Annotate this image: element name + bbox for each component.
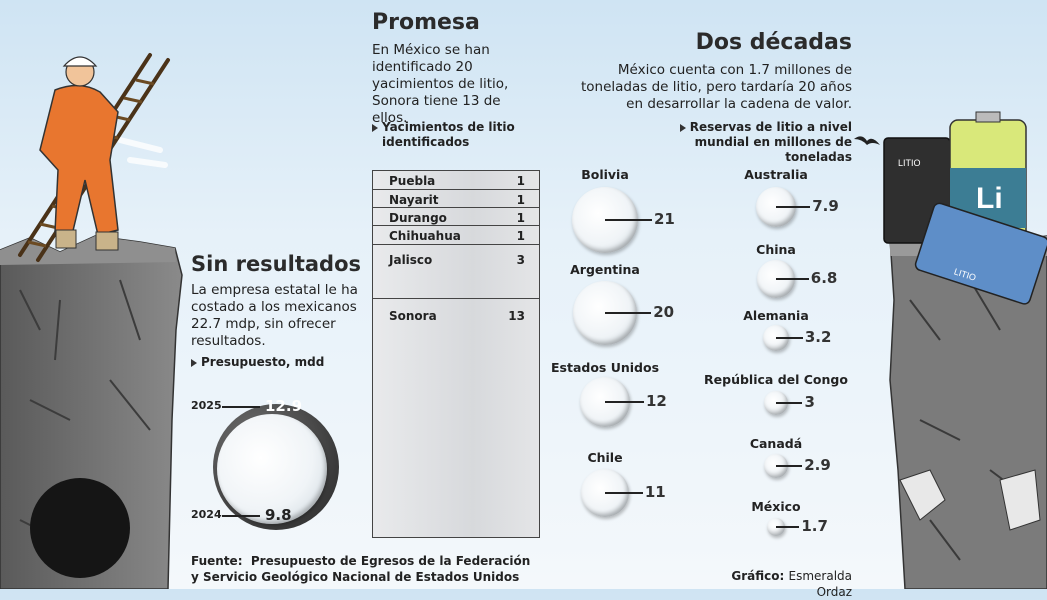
credit-note: Gráfico: Esmeralda Ordaz (700, 568, 852, 600)
budget-leader-line (222, 406, 260, 408)
sin-legend-text: Presupuesto, mdd (201, 355, 325, 369)
hole-icon (30, 478, 130, 578)
reserve-value: 2.9 (804, 456, 831, 474)
value-leader-line (605, 401, 644, 403)
table-row: Chihuahua 1 (373, 226, 539, 245)
value-leader-line (776, 206, 811, 208)
country-label: Argentina (570, 262, 640, 277)
reserve-value: 12 (645, 392, 667, 410)
decadas-title: Dos décadas (695, 30, 852, 55)
promesa-legend-text: Yacimientos de litio identificados (382, 120, 515, 149)
table-row-name: Sonora (389, 309, 437, 323)
bird-icon (854, 136, 880, 145)
table-row: Jalisco 3 (373, 245, 539, 299)
table-row: Nayarit 1 (373, 190, 539, 208)
source-note: Fuente: Presupuesto de Egresos de la Fed… (191, 553, 530, 585)
country-label: México (751, 499, 801, 514)
table-row: Durango 1 (373, 208, 539, 226)
sin-title: Sin resultados (191, 252, 361, 276)
credit-label: Gráfico: (731, 569, 785, 583)
budget-2024-bubble (217, 414, 327, 524)
reserve-value: 20 (653, 303, 675, 321)
sin-text: La empresa estatal le ha costado a los m… (191, 282, 358, 349)
table-row-value: 3 (516, 253, 525, 267)
table-row: Sonora 13 (373, 299, 539, 537)
value-leader-line (776, 278, 809, 280)
value-leader-line (605, 492, 643, 494)
budget-year-label: 2024 (191, 508, 222, 521)
yacimientos-table: Puebla 1 Nayarit 1 Durango 1 Chihuahua 1… (372, 170, 540, 538)
country-label: República del Congo (704, 372, 848, 387)
table-row-value: 13 (508, 309, 525, 323)
table-row-name: Durango (389, 211, 447, 225)
lithium-battery-illustration: LITIO Li LITIO (883, 111, 1047, 305)
bullet-icon (191, 358, 197, 367)
battery-label-2: Li (976, 182, 1003, 215)
country-label: China (756, 242, 796, 257)
value-leader-line (605, 219, 652, 221)
budget-value: 12.9 (265, 397, 303, 415)
bullet-icon (372, 123, 378, 132)
reserve-value: 1.7 (801, 517, 828, 535)
table-row-name: Puebla (389, 174, 436, 188)
value-leader-line (605, 312, 652, 314)
budget-value: 9.8 (265, 506, 292, 524)
reserve-value: 3 (804, 393, 815, 411)
country-label: Estados Unidos (550, 360, 660, 375)
bullet-icon (679, 123, 686, 132)
reserve-value: 6.8 (810, 269, 838, 287)
promesa-title: Promesa (372, 10, 480, 35)
value-leader-line (776, 337, 803, 339)
country-label: Bolivia (581, 167, 629, 182)
value-leader-line (776, 402, 803, 404)
budget-year-label: 2025 (191, 399, 222, 412)
value-leader-line (776, 526, 800, 528)
table-row-value: 1 (516, 229, 525, 243)
source-line1: Presupuesto de Egresos de la Federación (250, 554, 531, 568)
credit-name: Esmeralda Ordaz (788, 569, 853, 599)
table-row-value: 1 (516, 211, 525, 225)
decadas-text: México cuenta con 1.7 millones de tonela… (580, 62, 852, 112)
reserve-value: 11 (644, 483, 666, 501)
reserve-value: 21 (654, 210, 675, 228)
source-line2: y Servicio Geológico Nacional de Estados… (191, 570, 520, 584)
value-leader-line (776, 465, 803, 467)
country-label: Chile (587, 450, 623, 465)
table-row-value: 1 (516, 174, 525, 188)
decadas-legend-text: Reservas de litio a nivel mundial en mil… (689, 120, 852, 164)
table-row-value: 1 (516, 193, 525, 207)
table-row-name: Chihuahua (389, 229, 461, 243)
table-row-name: Nayarit (389, 193, 439, 207)
country-label: Canadá (749, 436, 803, 451)
reserve-value: 7.9 (812, 197, 839, 215)
promesa-text: En México se han identificado 20 yacimie… (372, 42, 509, 126)
sin-legend: Presupuesto, mdd (191, 355, 324, 370)
table-row: Puebla 1 (373, 171, 539, 190)
decadas-legend: Reservas de litio a nivel mundial en mil… (640, 120, 852, 165)
country-label: Alemania (743, 308, 809, 323)
reserve-bubble (766, 517, 786, 537)
reserve-value: 3.2 (804, 328, 832, 346)
table-row-name: Jalisco (389, 253, 433, 267)
worker-with-ladder-illustration (18, 53, 170, 262)
country-label: Australia (744, 167, 808, 182)
budget-leader-line (222, 515, 260, 517)
source-label: Fuente: (191, 554, 243, 568)
promesa-legend: Yacimientos de litio identificados (372, 120, 532, 150)
battery-label-1: LITIO (898, 158, 921, 168)
